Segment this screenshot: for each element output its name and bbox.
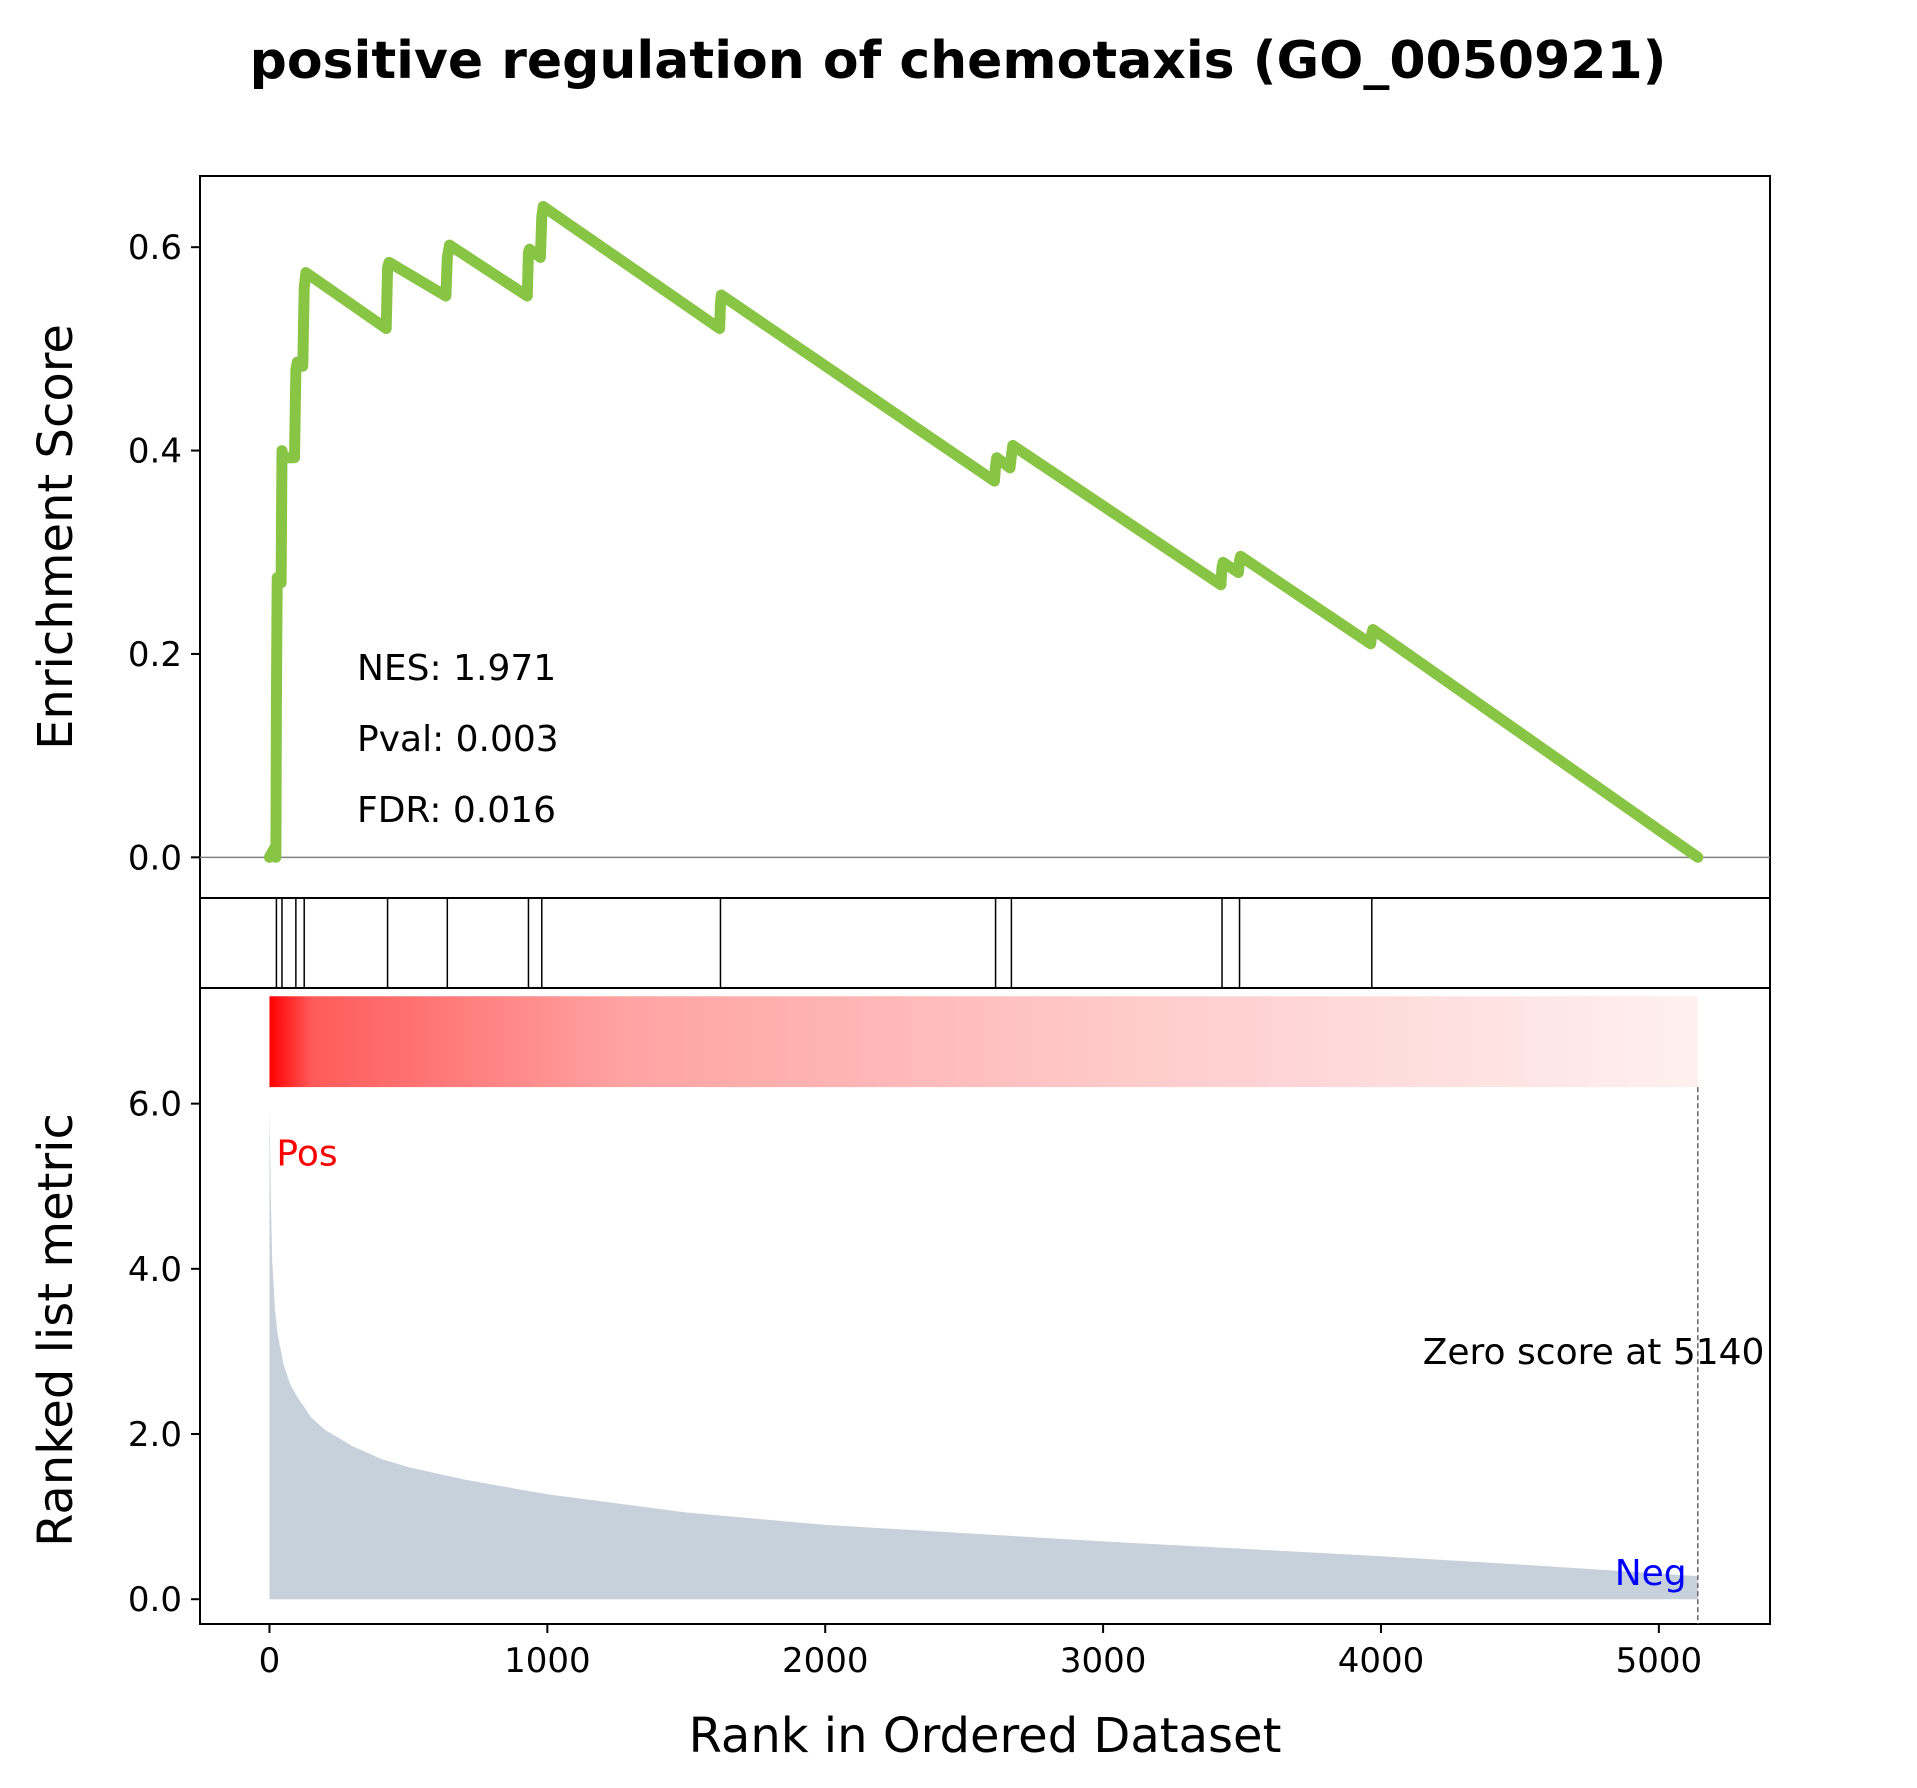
- enrichment-score-panel: 0.0 0.2 0.4 0.6 NES: 1.971 Pval: 0.003 FDR:…: [28, 175, 1771, 899]
- es-y-tick-label: 0.6: [128, 228, 182, 268]
- es-y-tick-label: 0.2: [128, 635, 182, 675]
- nes-annotation: NES: 1.971: [357, 648, 556, 689]
- pval-annotation: Pval: 0.003: [357, 719, 559, 760]
- ranked-metric-area: [269, 1105, 1698, 1600]
- zero-score-annotation: Zero score at 5140: [1423, 1332, 1765, 1373]
- es-y-axis-label: Enrichment Score: [28, 324, 84, 750]
- rank-colorbar: [269, 996, 1698, 1088]
- rank-y-tick-label: 4.0: [128, 1250, 182, 1290]
- pos-label: Pos: [276, 1134, 337, 1175]
- ranked-y-axis-label: Ranked list metric: [28, 1113, 84, 1547]
- es-y-tick-label: 0.0: [128, 838, 182, 878]
- chart-title: positive regulation of chemotaxis (GO_00…: [250, 31, 1667, 91]
- gene-hits-panel: [199, 897, 1771, 989]
- rank-y-tick-label: 0.0: [128, 1580, 182, 1620]
- rank-y-tick-label: 6.0: [128, 1085, 182, 1125]
- x-tick-label: 4000: [1338, 1641, 1425, 1681]
- x-tick-label: 1000: [504, 1641, 591, 1681]
- x-tick-label: 0: [259, 1641, 281, 1681]
- enrichment-score-line: [264, 201, 1704, 863]
- fdr-annotation: FDR: 0.016: [357, 790, 556, 831]
- ranked-panel-frame: [199, 987, 1771, 1625]
- ranked-metric-panel: 0.02.04.06.0 Pos Neg Zero score at 5140 …: [28, 987, 1771, 1625]
- x-tick-label: 3000: [1060, 1641, 1147, 1681]
- neg-label: Neg: [1615, 1553, 1687, 1594]
- x-tick-label: 5000: [1616, 1641, 1703, 1681]
- es-y-tick-label: 0.4: [128, 432, 182, 472]
- hits-panel-frame: [199, 897, 1771, 989]
- x-axis-label: Rank in Ordered Dataset: [689, 1708, 1282, 1764]
- x-tick-label: 2000: [782, 1641, 869, 1681]
- rank-y-tick-label: 2.0: [128, 1415, 182, 1455]
